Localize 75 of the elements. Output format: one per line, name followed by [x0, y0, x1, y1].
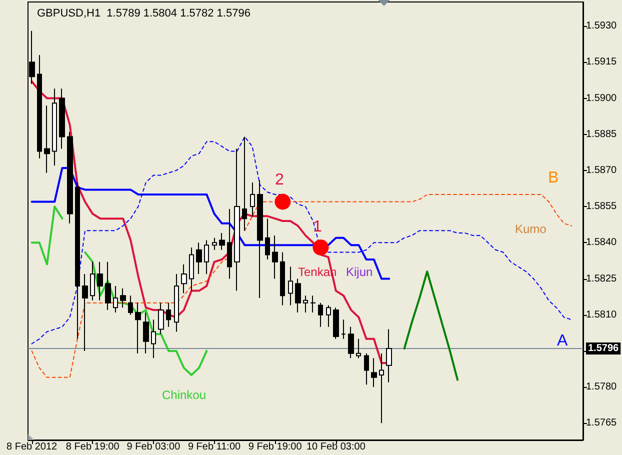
annotation: A	[557, 332, 568, 350]
candlestick	[219, 232, 225, 250]
line-series	[403, 270, 459, 381]
candlestick	[166, 302, 171, 328]
candlestick	[318, 302, 323, 328]
candlestick	[128, 295, 133, 316]
candlestick	[90, 261, 95, 301]
candlestick	[196, 242, 202, 274]
y-tick-label: 1.5780	[586, 382, 618, 393]
candlestick	[75, 182, 80, 340]
x-tick-label: 8 Feb 19:00	[66, 442, 120, 452]
candlestick	[326, 304, 331, 328]
candlestick	[303, 295, 308, 313]
candlestick	[97, 261, 103, 301]
candlestick	[348, 326, 354, 359]
candlestick	[67, 131, 73, 224]
annotation: Kumo	[515, 222, 547, 236]
y-tick-label: 1.5870	[586, 164, 618, 176]
candlestick	[212, 237, 217, 250]
candlestick	[59, 88, 65, 150]
x-tick-label: 8 Feb 2012	[6, 442, 58, 452]
candlestick	[356, 338, 361, 359]
candlestick	[379, 352, 384, 424]
y-tick-label: 1.5900	[586, 92, 618, 104]
candlestick	[158, 302, 164, 335]
y-tick-label: 1.5885	[586, 128, 618, 140]
candlestick	[288, 266, 293, 306]
y-tick-label: 1.5825	[586, 273, 618, 284]
y-tick-label: 1.5930	[586, 20, 618, 32]
y-tick-label: 1.5840	[586, 237, 618, 248]
candlestick	[364, 352, 369, 386]
candlestick	[135, 302, 141, 354]
text: GBPUSD,H1 1.5789 1.5804 1.5782 1.5796	[37, 8, 250, 20]
candlestick	[37, 54, 42, 159]
candlestick	[295, 278, 301, 313]
candlestick	[310, 295, 316, 313]
candlestick	[204, 240, 209, 274]
y-tick-label: 1.5915	[586, 56, 618, 68]
candlestick	[333, 307, 339, 340]
candlestick	[143, 312, 149, 354]
candlestick	[105, 261, 111, 311]
candlestick	[113, 285, 118, 313]
x-tick-label: 9 Feb 03:00	[126, 442, 181, 452]
annotation: Kijun	[346, 265, 373, 279]
candlestick	[341, 319, 346, 340]
candlestick	[189, 246, 194, 292]
candlestick	[257, 180, 263, 299]
candlestick	[120, 288, 126, 308]
candlestick	[52, 88, 57, 166]
y-tick-label: 1.5855	[586, 201, 618, 212]
candlestick	[181, 264, 187, 294]
y-tick-label: 1.5765	[586, 418, 618, 429]
candlestick	[272, 234, 278, 280]
candlestick	[242, 136, 247, 232]
annotation: 1	[313, 218, 322, 236]
candlestick	[280, 252, 285, 306]
ref-line-label: 1.5796	[588, 343, 620, 354]
candlestick	[234, 148, 240, 292]
candlestick	[386, 328, 392, 383]
candlestick	[250, 182, 255, 217]
candlestick	[174, 273, 179, 332]
annotation: 2	[275, 172, 284, 188]
annotation: B	[548, 170, 559, 186]
candlestick	[82, 273, 88, 352]
candlestick	[227, 208, 232, 280]
candlestick	[371, 358, 377, 388]
x-tick-label: 9 Feb 11:00	[188, 442, 242, 452]
y-tick-label: 1.5810	[586, 309, 618, 320]
line-series	[31, 136, 572, 344]
annotation: Chinkou	[162, 388, 206, 402]
candlestick	[44, 104, 50, 174]
candlestick	[265, 218, 270, 260]
candlestick	[151, 319, 156, 359]
x-tick-label: 10 Feb 03:00	[306, 442, 366, 452]
x-tick-label: 9 Feb 19:00	[248, 442, 302, 452]
